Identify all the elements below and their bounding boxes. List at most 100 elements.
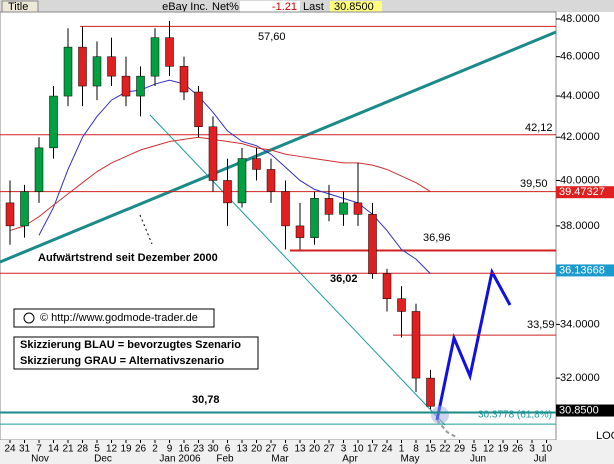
x-tick-label: 31 — [19, 444, 31, 455]
last-label: Last — [303, 1, 324, 13]
level-label: 33,59 — [527, 319, 555, 331]
month-label: Dec — [94, 454, 112, 464]
candle-body — [121, 75, 131, 97]
y-tick-label: 48.0000 — [560, 13, 600, 25]
candle-body — [353, 202, 363, 215]
x-tick-label: 19 — [497, 444, 509, 455]
candle-body — [310, 198, 319, 238]
candle-body — [165, 37, 174, 67]
uptrend-line — [0, 30, 557, 264]
copyright-icon — [23, 312, 35, 324]
x-tick-label: 10 — [541, 444, 553, 455]
level-label: 39,50 — [520, 178, 548, 190]
candle-body — [368, 214, 377, 275]
candle-body — [324, 198, 334, 215]
net-label: Net% — [212, 1, 239, 13]
month-label: Apr — [342, 454, 358, 464]
month-label: Nov — [31, 454, 49, 464]
level-label: 36,96 — [423, 232, 451, 244]
candle-body — [339, 202, 348, 215]
annotation: © http://www.godmode-trader.de — [40, 312, 198, 324]
price-marker — [556, 186, 614, 199]
x-tick-label: 8 — [413, 444, 419, 455]
x-tick-label: 24 — [381, 444, 393, 455]
candle-body — [397, 298, 406, 312]
x-tick-label: 12 — [483, 444, 495, 455]
x-tick-label: 5 — [94, 444, 100, 455]
scenario-blue — [435, 267, 512, 421]
annotation: Aufwärtstrend seit Dezember 2000 — [38, 252, 218, 264]
x-tick-label: 22 — [439, 444, 451, 455]
moving-average — [9, 136, 431, 232]
tab-label: Title — [8, 1, 28, 13]
candle-body — [295, 225, 305, 238]
y-tick-label: 38.0000 — [560, 220, 600, 232]
month-label: Mar — [271, 454, 289, 464]
x-tick-label: 27 — [265, 444, 277, 455]
x-tick-label: 26 — [135, 444, 147, 455]
x-tick-label: 23 — [193, 444, 205, 455]
pointer — [139, 214, 153, 245]
x-tick-label: 12 — [106, 444, 118, 455]
month-label: Feb — [216, 454, 234, 464]
target-highlight — [431, 406, 449, 424]
level-label: 42,12 — [525, 122, 553, 134]
candle-body — [223, 180, 232, 204]
candle-body — [5, 202, 15, 227]
month-label: Jan 2006 — [159, 454, 201, 464]
candle-body — [63, 46, 73, 97]
y-tick-label: 44.0000 — [560, 90, 600, 102]
x-tick-label: 21 — [62, 444, 74, 455]
y-tick-label: 40.0000 — [560, 174, 600, 186]
x-tick-label: 19 — [120, 444, 132, 455]
x-tick-label: 20 — [251, 444, 263, 455]
y-tick-label: 46.0000 — [560, 51, 600, 63]
x-tick-label: 9 — [167, 444, 173, 455]
candle-body — [107, 56, 116, 77]
candle-body — [20, 191, 29, 227]
x-tick-label: 29 — [454, 444, 466, 455]
moving-average — [38, 79, 431, 275]
x-tick-label: 3 — [529, 444, 535, 455]
x-tick-label: 1 — [399, 444, 405, 455]
x-tick-label: 7 — [36, 444, 42, 455]
x-tick-label: 6 — [283, 444, 289, 455]
symbol: eBay Inc. — [162, 1, 208, 13]
x-tick-label: 6 — [225, 444, 231, 455]
legend-box — [13, 336, 259, 370]
x-tick-label: 13 — [294, 444, 306, 455]
y-tick-label: 32.0000 — [560, 372, 600, 384]
candle-body — [382, 273, 392, 299]
last-box — [330, 1, 382, 12]
x-axis-area — [0, 440, 614, 464]
x-tick-label: 5 — [471, 444, 477, 455]
price-marker-label: 30.8500 — [559, 404, 599, 416]
annotation: Skizzierung GRAU = Alternativszenario — [20, 355, 224, 367]
level-label: 30,78 — [192, 394, 220, 406]
header-bar — [0, 0, 614, 12]
month-label: Jun — [470, 454, 486, 464]
candle-body — [34, 147, 44, 192]
x-tick-label: 14 — [48, 444, 60, 455]
price-marker-label: 39.47327 — [559, 186, 605, 198]
candle-body — [252, 158, 261, 170]
annotation: Skizzierung BLAU = bevorzugtes Szenario — [20, 339, 241, 351]
x-tick-label: 16 — [178, 444, 190, 455]
candle-body — [179, 66, 189, 93]
candle-body — [194, 91, 203, 128]
x-tick-label: 3 — [341, 444, 347, 455]
x-tick-label: 13 — [236, 444, 248, 455]
candle-body — [92, 56, 102, 87]
candle-body — [281, 191, 290, 227]
x-tick-label: 2 — [152, 444, 158, 455]
level-label: 57,60 — [258, 31, 286, 43]
candle-body — [237, 158, 247, 204]
y-tick-label: 42.0000 — [560, 131, 600, 143]
candle-body — [150, 37, 160, 77]
candle-body — [78, 46, 87, 87]
y-axis-label: LOG — [596, 430, 614, 442]
price-marker — [556, 264, 614, 277]
candle-body — [136, 75, 145, 97]
level-label: 36,02 — [330, 273, 358, 285]
